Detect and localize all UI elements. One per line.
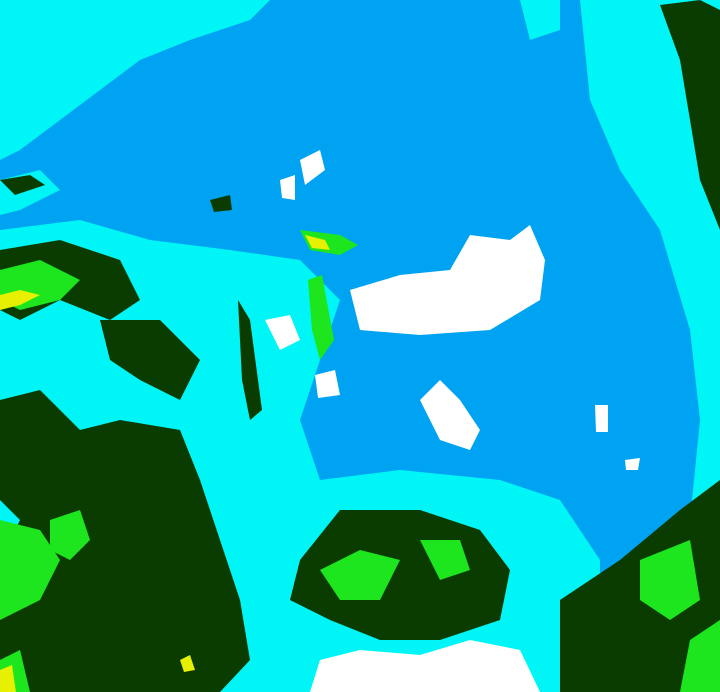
white-regions — [265, 150, 640, 692]
yellow-regions — [0, 235, 330, 692]
green-regions — [0, 230, 720, 692]
